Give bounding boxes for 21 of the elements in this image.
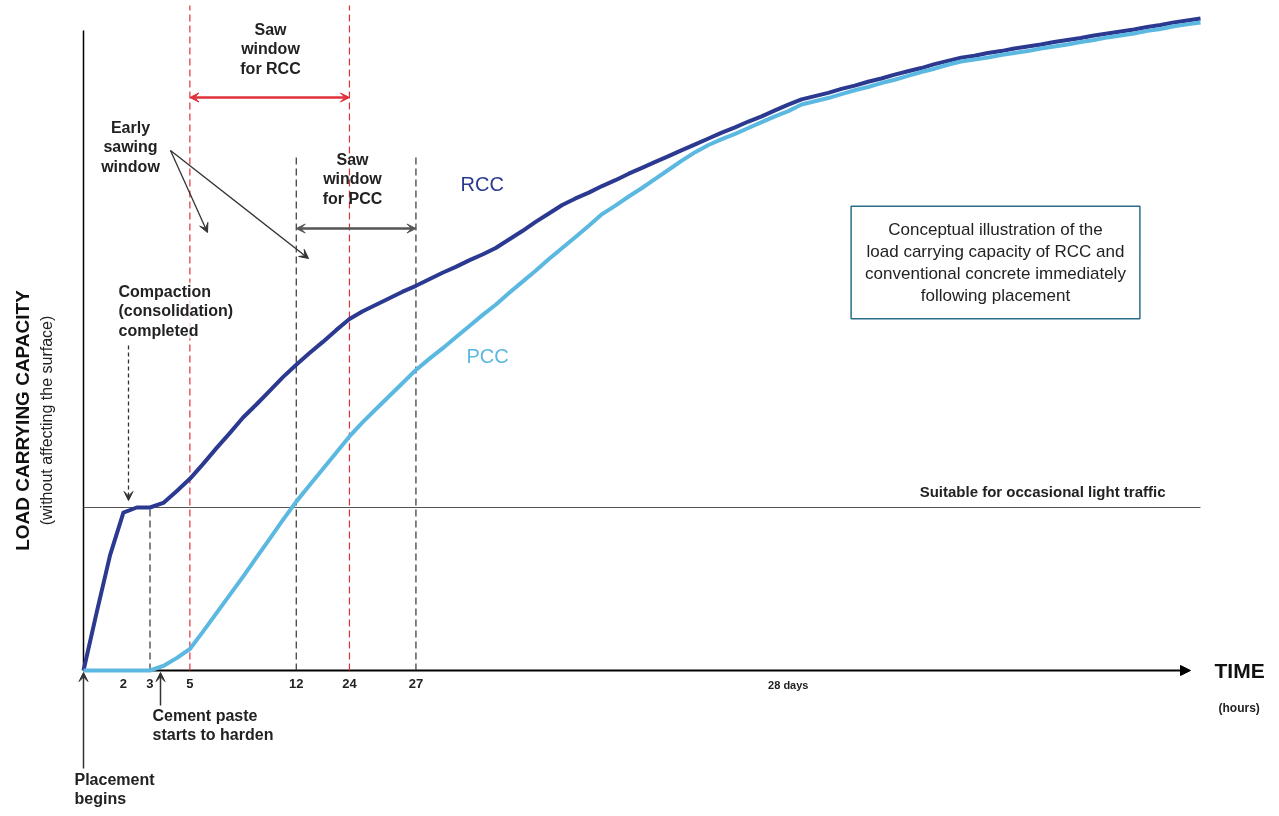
x-tick-label: 12 xyxy=(289,675,304,691)
x-tick-label: 2 xyxy=(119,675,128,691)
y-axis-title: LOAD CARRYING CAPACITY xyxy=(12,289,33,551)
series-label: PCC xyxy=(466,344,509,367)
annotation: Compaction (consolidation) completed xyxy=(118,282,234,339)
annotation: Conceptual illustration of the load carrying capacity of RCC and conventional concrete immediately following placement xyxy=(865,220,1127,305)
annotation: Saw window for PCC xyxy=(322,150,383,207)
x-tick-label: 28 days xyxy=(768,678,809,691)
text: (hours) xyxy=(1218,700,1260,715)
text: Placement begins xyxy=(74,770,156,808)
text: (without affecting the surface) xyxy=(38,315,55,526)
ref-line-label: Suitable for occasional light traffic xyxy=(919,482,1166,500)
x-tick-label: 5 xyxy=(186,675,194,691)
x-tick-label: 27 xyxy=(408,675,424,691)
x-tick-label: 24 xyxy=(342,675,358,691)
x-tick-label: 3 xyxy=(146,675,154,691)
annotation: Saw window for RCC xyxy=(240,20,302,77)
x-axis-title: TIME xyxy=(1214,659,1265,682)
annotation: Early sawing window xyxy=(100,118,161,175)
text: Cement paste starts to harden xyxy=(152,706,274,744)
text: RCC xyxy=(460,172,504,195)
